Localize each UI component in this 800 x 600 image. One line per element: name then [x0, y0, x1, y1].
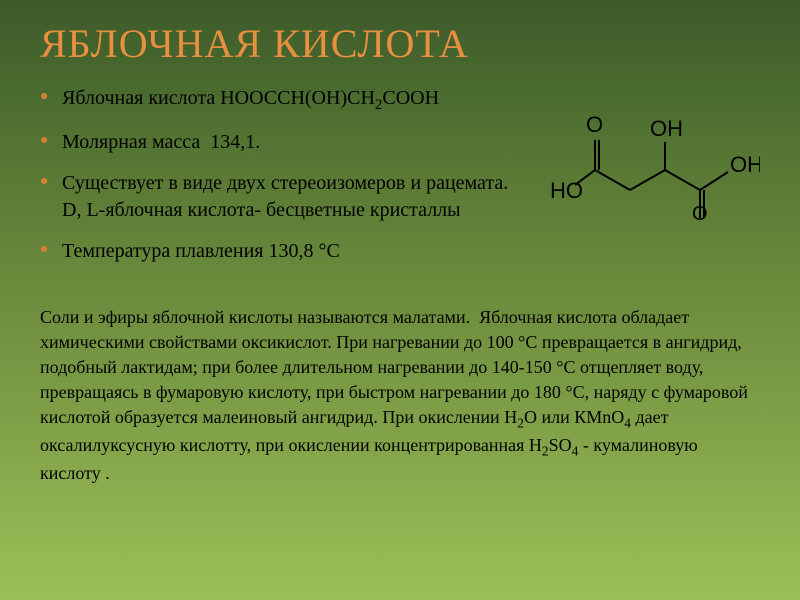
bullet-list: Яблочная кислота НООССН(ОН)СН2СООН Моляр… — [40, 85, 550, 265]
atom-label: OH — [650, 116, 683, 141]
bullet-item: Температура плавления 130,8 °С — [40, 238, 550, 265]
bullet-item: Яблочная кислота НООССН(ОН)СН2СООН — [40, 85, 550, 115]
slide-title: ЯБЛОЧНАЯ КИСЛОТА — [40, 20, 760, 67]
body-paragraph: Соли и эфиры яблочной кислоты называются… — [40, 305, 760, 486]
malic-acid-structure: O HO OH OH O — [550, 100, 760, 220]
atom-label: O — [586, 112, 603, 137]
atom-label: O — [692, 203, 708, 220]
bullet-item: Молярная масса 134,1. — [40, 129, 550, 156]
bullet-item: Существует в виде двух стереоизомеров и … — [40, 170, 550, 224]
atom-label: HO — [550, 178, 583, 203]
atom-label: OH — [730, 152, 760, 177]
